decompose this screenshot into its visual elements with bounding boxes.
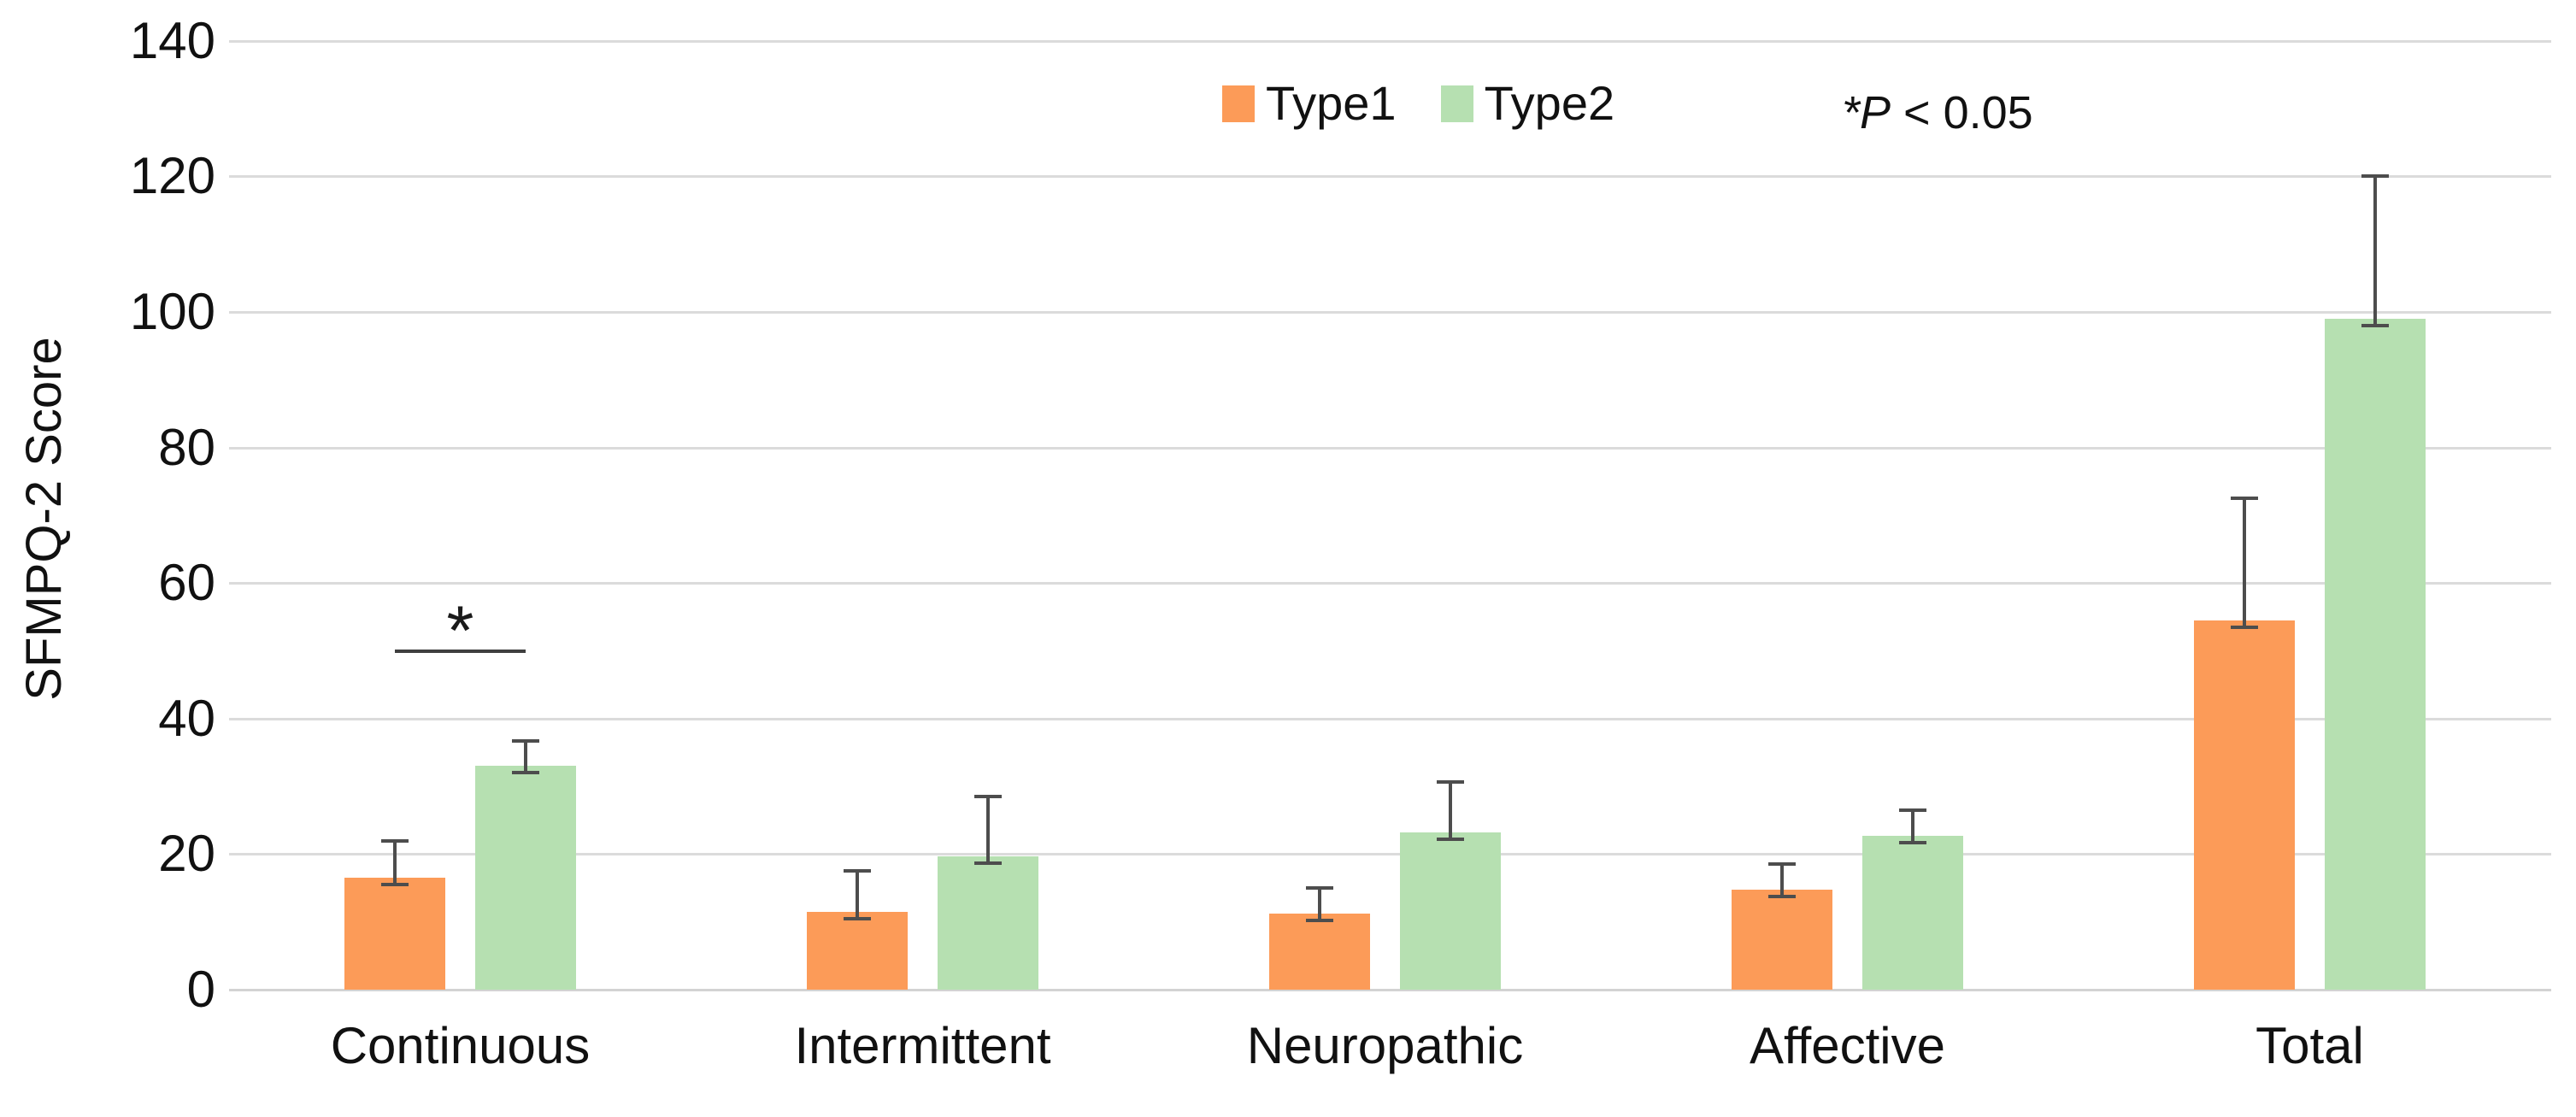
error-bar-type2-affective-cap-top (1899, 808, 1926, 812)
gridline-y-60 (229, 582, 2551, 585)
error-bar-type2-continuous-cap-top (512, 739, 539, 743)
gridline-y-20 (229, 853, 2551, 855)
gridline-y-140 (229, 40, 2551, 43)
bar-type2-neuropathic (1400, 832, 1501, 990)
legend: Type1 Type2 (1222, 79, 1614, 128)
error-bar-type2-total-cap-top (2361, 174, 2389, 178)
significance-star: * (446, 592, 474, 670)
bar-type1-affective (1732, 890, 1832, 990)
error-bar-type2-neuropathic-cap-top (1437, 780, 1464, 784)
error-bar-type1-intermittent-cap-top (844, 869, 871, 873)
bar-type1-intermittent (807, 912, 908, 990)
error-bar-type1-total-cap-top (2231, 497, 2258, 500)
error-bar-type1-intermittent-line (856, 871, 859, 919)
gridline-y-40 (229, 718, 2551, 720)
error-bar-type2-intermittent-cap-bottom (974, 861, 1002, 865)
y-tick-label-60: 60 (158, 554, 215, 611)
error-bar-type1-affective-cap-top (1768, 862, 1796, 866)
x-category-label-continuous: Continuous (330, 1017, 591, 1074)
significance-note-threshold: < 0.05 (1891, 87, 2033, 138)
error-bar-type2-neuropathic-cap-bottom (1437, 838, 1464, 841)
legend-label-type1: Type1 (1266, 76, 1397, 130)
error-bar-type2-neuropathic-line (1449, 782, 1452, 839)
y-tick-label-0: 0 (186, 961, 215, 1018)
y-tick-label-80: 80 (158, 419, 215, 476)
y-tick-label-40: 40 (158, 690, 215, 747)
error-bar-type2-total-cap-bottom (2361, 324, 2389, 327)
error-bar-type2-affective-line (1911, 810, 1914, 843)
bar-type2-affective (1862, 836, 1963, 990)
error-bar-type1-continuous-cap-top (381, 839, 409, 843)
x-category-label-intermittent: Intermittent (794, 1017, 1051, 1074)
legend-swatch-type2 (1440, 85, 1473, 122)
error-bar-type1-total-cap-bottom (2231, 626, 2258, 629)
x-category-label-neuropathic: Neuropathic (1246, 1017, 1524, 1074)
legend-label-type2: Type2 (1484, 76, 1615, 130)
bar-type1-total (2194, 620, 2295, 990)
error-bar-type1-total-line (2243, 498, 2246, 627)
significance-note-star-p: *P (1842, 87, 1891, 138)
error-bar-type1-continuous-cap-bottom (381, 883, 409, 886)
error-bar-type2-total-line (2373, 176, 2377, 326)
y-tick-label-100: 100 (129, 283, 215, 340)
significance-line (395, 650, 526, 653)
gridline-y-80 (229, 447, 2551, 450)
bar-type1-neuropathic (1269, 914, 1370, 990)
error-bar-type1-continuous-line (393, 841, 397, 885)
bar-type2-total (2325, 319, 2426, 990)
y-tick-label-20: 20 (158, 825, 215, 882)
y-tick-label-120: 120 (129, 147, 215, 204)
gridline-y-120 (229, 175, 2551, 178)
error-bar-type2-intermittent-line (986, 797, 990, 863)
significance-note: *P < 0.05 (1842, 87, 2033, 138)
gridline-y-100 (229, 311, 2551, 314)
error-bar-type1-intermittent-cap-bottom (844, 917, 871, 920)
bar-type1-continuous (344, 878, 445, 990)
legend-entry-type1: Type1 (1222, 79, 1397, 128)
bar-type2-continuous (475, 766, 576, 990)
error-bar-type2-intermittent-cap-top (974, 795, 1002, 798)
legend-swatch-type1 (1222, 85, 1255, 122)
error-bar-type1-neuropathic-cap-top (1306, 886, 1333, 890)
bar-type2-intermittent (938, 856, 1038, 990)
error-bar-type2-affective-cap-bottom (1899, 841, 1926, 844)
error-bar-type2-continuous-line (524, 741, 527, 773)
x-category-label-total: Total (2255, 1017, 2364, 1074)
error-bar-type1-neuropathic-line (1318, 888, 1321, 920)
error-bar-type1-neuropathic-cap-bottom (1306, 919, 1333, 922)
error-bar-type1-affective-cap-bottom (1768, 895, 1796, 898)
error-bar-type2-continuous-cap-bottom (512, 771, 539, 774)
y-tick-label-140: 140 (129, 12, 215, 69)
error-bar-type1-affective-line (1780, 864, 1784, 897)
legend-entry-type2: Type2 (1440, 76, 1615, 130)
x-category-label-affective: Affective (1749, 1017, 1945, 1074)
x-axis-line (229, 989, 2551, 991)
